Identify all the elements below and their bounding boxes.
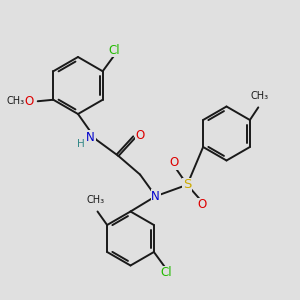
Text: H: H [77,139,85,149]
Text: CH₃: CH₃ [251,91,269,101]
Text: Cl: Cl [160,266,172,280]
Text: Cl: Cl [109,44,121,57]
Text: CH₃: CH₃ [87,195,105,205]
Text: N: N [86,130,95,144]
Text: O: O [198,198,207,211]
Text: O: O [170,156,179,170]
Text: N: N [151,190,160,203]
Text: CH₃: CH₃ [6,96,24,106]
Text: S: S [183,178,191,191]
Text: O: O [25,95,34,108]
Text: O: O [136,129,145,142]
